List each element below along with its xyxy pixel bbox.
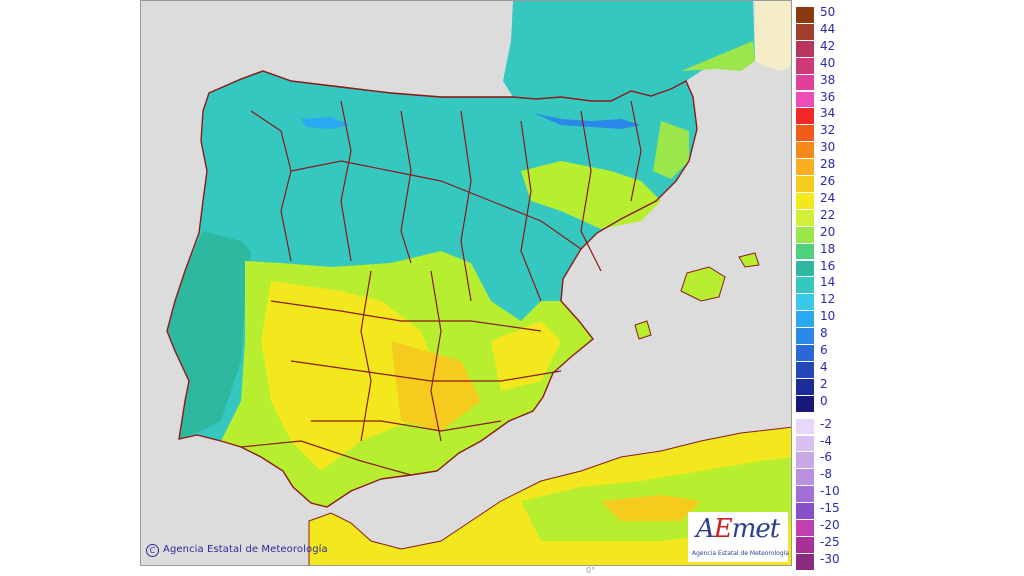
legend-label: 0	[820, 393, 828, 408]
legend-swatch	[796, 311, 814, 329]
france-warm-zone	[681, 41, 755, 71]
italy-land	[755, 1, 791, 71]
legend-swatch	[796, 192, 814, 210]
legend-label: 44	[820, 21, 836, 36]
legend-label: -30	[820, 551, 840, 566]
copyright-icon: C	[146, 544, 159, 557]
ibiza-island	[634, 320, 652, 340]
legend-swatch	[796, 260, 814, 278]
logo-letter-e: E	[713, 514, 733, 544]
legend-swatch	[796, 243, 814, 261]
catalonia-warm-zone	[653, 121, 689, 179]
logo-letters-met: met	[731, 514, 780, 544]
legend-swatch	[796, 294, 814, 312]
logo-subtitle: Agencia Estatal de Meteorología	[692, 550, 789, 557]
legend-label: 8	[820, 326, 828, 341]
legend-swatch	[796, 108, 814, 126]
legend-swatch	[796, 452, 814, 470]
legend-label: 50	[820, 5, 836, 19]
legend-swatch	[796, 520, 814, 537]
legend-swatch	[796, 486, 814, 504]
legend-swatch	[796, 328, 814, 345]
legend-label: -8	[820, 467, 832, 482]
legend-swatch	[796, 469, 814, 487]
legend-label: 16	[820, 258, 836, 273]
legend-swatch	[796, 7, 814, 24]
legend-label: -15	[820, 501, 840, 516]
aemet-logo-mark: AEmet	[696, 514, 780, 544]
legend-label: -2	[820, 416, 832, 431]
legend-label: 14	[820, 275, 836, 290]
legend-label: 6	[820, 343, 828, 357]
france-land	[503, 1, 755, 101]
legend-label: 20	[820, 224, 836, 239]
legend-label: 10	[820, 309, 836, 324]
legend-label: 32	[820, 123, 836, 138]
pyrenees-cold-zone	[533, 113, 641, 129]
legend-label: 4	[820, 359, 828, 374]
legend-swatch	[796, 23, 814, 41]
legend-swatch	[796, 226, 814, 244]
aemet-logo: AEmet Agencia Estatal de Meteorología	[688, 512, 789, 562]
copyright-text: Agencia Estatal de Meteorología	[163, 544, 328, 555]
legend-swatch	[796, 378, 814, 396]
legend-label: 30	[820, 140, 836, 155]
legend-label: 42	[820, 38, 836, 53]
legend-label: 24	[820, 190, 836, 205]
legend-label: 28	[820, 157, 836, 172]
legend-label: 38	[820, 72, 836, 87]
ebro-warm-zone	[521, 161, 661, 229]
mallorca-island	[680, 266, 726, 302]
cantabrian-cold-zone	[301, 117, 351, 129]
legend-label: 22	[820, 207, 836, 222]
legend-swatch	[796, 91, 814, 109]
legend-label: -4	[820, 433, 832, 448]
iberia-coastline	[166, 70, 698, 508]
menorca-island	[738, 252, 760, 268]
legend-label: 36	[820, 89, 836, 104]
legend-swatch	[796, 503, 814, 520]
legend-swatch	[796, 435, 814, 453]
legend-swatch	[796, 395, 814, 413]
legend-label: 26	[820, 174, 836, 188]
legend-swatch	[796, 125, 814, 143]
legend-swatch	[796, 209, 814, 227]
legend-label: -20	[820, 518, 840, 532]
legend-label: 34	[820, 106, 836, 121]
legend-label: -10	[820, 484, 840, 499]
legend-swatch	[796, 361, 814, 379]
legend-swatch	[796, 418, 814, 436]
legend-swatch	[796, 159, 814, 176]
legend-label: 12	[820, 292, 836, 307]
temperature-map	[140, 0, 792, 566]
legend-label: 18	[820, 241, 836, 256]
legend-swatch	[796, 40, 814, 58]
legend-swatch	[796, 74, 814, 92]
copyright-notice: C Agencia Estatal de Meteorología	[146, 544, 328, 557]
legend-swatch	[796, 277, 814, 295]
logo-letter-a: A	[696, 514, 715, 544]
legend-swatch	[796, 536, 814, 554]
jaen-hot-zone	[391, 341, 481, 431]
legend-swatch	[796, 176, 814, 193]
map-canvas	[141, 1, 791, 565]
legend-label: 40	[820, 55, 836, 70]
legend-label: -25	[820, 534, 840, 549]
legend-swatch	[796, 57, 814, 75]
legend-label: -6	[820, 450, 832, 465]
legend-swatch	[796, 553, 814, 571]
north-africa-hot-zone	[601, 495, 701, 521]
bottom-tick-label: 0°	[586, 566, 596, 575]
legend-swatch	[796, 142, 814, 160]
legend-label: 2	[820, 376, 828, 391]
legend-swatch	[796, 345, 814, 362]
